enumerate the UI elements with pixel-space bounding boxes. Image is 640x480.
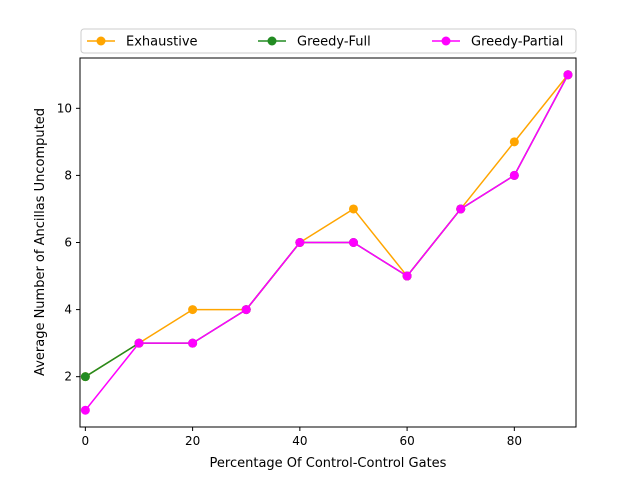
data-point — [348, 238, 358, 247]
y-tick-label: 10 — [57, 101, 72, 115]
y-tick-label: 8 — [64, 168, 72, 182]
x-axis: 0 20 40 60 80 — [82, 427, 522, 448]
legend-label: Greedy-Full — [297, 35, 371, 50]
data-point — [563, 70, 573, 80]
y-tick-label: 6 — [64, 236, 72, 250]
data-point — [188, 338, 198, 348]
data-point — [456, 204, 466, 214]
legend-marker — [96, 36, 106, 46]
series-line — [84, 74, 569, 411]
data-point — [188, 305, 198, 315]
x-tick-label: 20 — [185, 434, 200, 448]
legend-marker — [267, 36, 277, 46]
y-axis-label: Average Number of Ancillas Uncomputed — [33, 108, 48, 376]
x-tick-label: 40 — [292, 434, 307, 448]
legend-marker — [441, 36, 451, 46]
legend-frame — [80, 28, 577, 54]
series-line — [84, 74, 569, 378]
y-tick-label: 2 — [64, 370, 72, 384]
legend-label: Greedy-Partial — [471, 35, 563, 50]
legend-entry-greedy-partial: Greedy-Partial — [432, 35, 563, 50]
data-point — [80, 372, 90, 382]
data-point — [509, 137, 519, 147]
x-tick-label: 80 — [507, 434, 522, 448]
legend-entry-exhaustive: Exhaustive — [87, 35, 198, 50]
x-tick-label: 0 — [82, 434, 90, 448]
data-point — [348, 204, 358, 214]
data-point — [241, 305, 251, 315]
legend-entry-greedy-full: Greedy-Full — [258, 35, 371, 50]
data-point — [295, 238, 305, 247]
x-tick-label: 60 — [399, 434, 414, 448]
y-tick-label: 4 — [64, 303, 72, 317]
data-point — [402, 271, 412, 281]
legend-label: Exhaustive — [126, 35, 198, 50]
data-point — [80, 405, 90, 415]
series-greedy-partial — [80, 70, 573, 415]
series-layer — [80, 70, 573, 415]
y-axis: 2 4 6 8 10 — [57, 101, 80, 384]
legend: Exhaustive Greedy-Full Greedy-Partial — [80, 28, 577, 54]
data-point — [509, 170, 519, 180]
data-point — [134, 338, 144, 348]
x-axis-label: Percentage Of Control-Control Gates — [210, 456, 447, 471]
